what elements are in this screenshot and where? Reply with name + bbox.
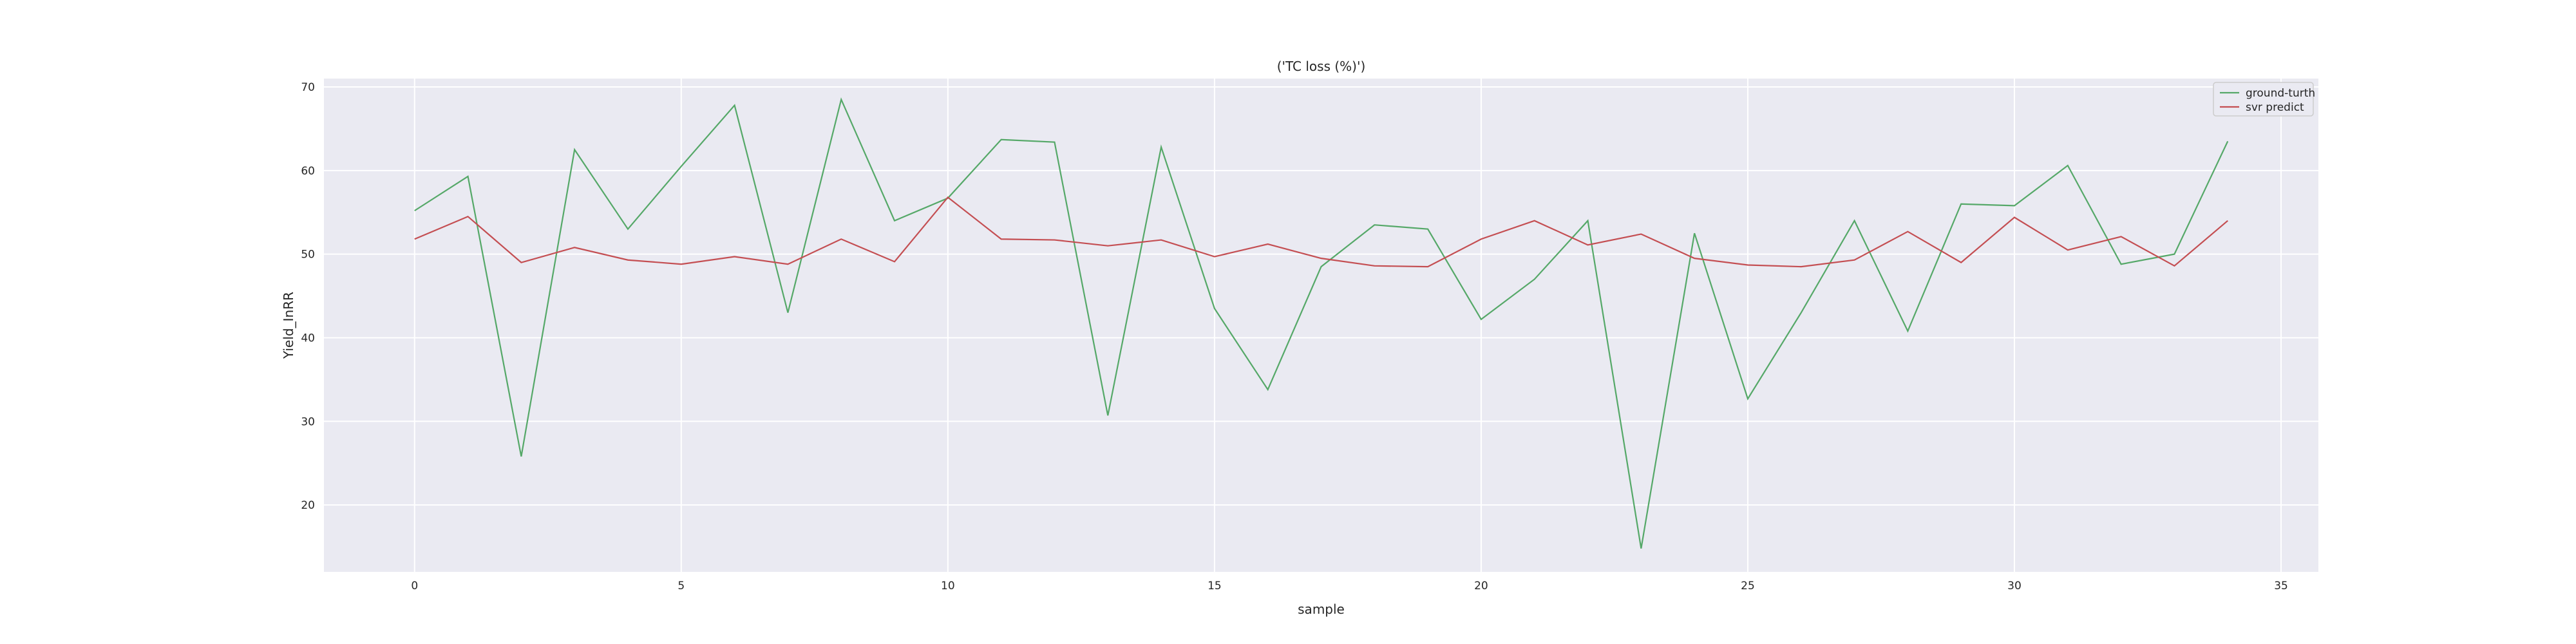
x-axis-label: sample [1298,601,1345,617]
x-tick-labels: 0 5 10 15 20 25 30 35 [411,580,2287,592]
y-tick-labels: 20 30 40 50 60 70 [301,81,315,512]
y-tick-label: 60 [301,165,315,178]
legend-label: ground-turth [2246,87,2315,100]
series-line-1 [414,196,2228,268]
y-tick-label: 30 [301,415,315,428]
x-tick-label: 5 [677,580,685,592]
y-axis-label: Yield_InRR [281,292,296,359]
x-gridlines [413,79,2282,572]
y-gridlines [324,86,2318,506]
x-tick-label: 20 [1474,580,1488,592]
y-tick-label: 50 [301,249,315,261]
x-tick-label: 25 [1741,580,1755,592]
y-tick-label: 70 [301,81,315,94]
plot-area [324,79,2318,572]
series-line-0 [414,97,2229,549]
x-tick-label: 35 [2274,580,2288,592]
x-tick-label: 0 [411,580,418,592]
x-tick-label: 10 [941,580,955,592]
series-layer [414,97,2229,549]
y-tick-label: 20 [301,499,315,512]
legend-label: svr predict [2246,101,2304,114]
x-tick-label: 15 [1208,580,1222,592]
y-tick-label: 40 [301,332,315,345]
chart-title: ('TC loss (%)') [1277,59,1366,74]
x-tick-label: 30 [2007,580,2022,592]
